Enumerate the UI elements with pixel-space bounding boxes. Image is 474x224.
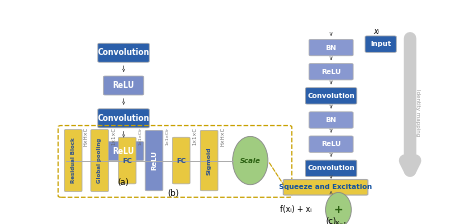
Text: Convolution: Convolution [307,165,355,171]
Text: Convolution: Convolution [98,114,150,123]
FancyBboxPatch shape [98,109,149,128]
Ellipse shape [233,136,268,185]
Text: BN: BN [326,117,337,123]
Text: xᵢ: xᵢ [373,27,379,36]
Text: f(xᵢ) + xᵢ: f(xᵢ) + xᵢ [281,205,312,214]
Text: ReLU: ReLU [321,141,341,147]
Text: Global pooling: Global pooling [97,138,102,183]
Text: 1×1×C/r: 1×1×C/r [165,127,170,144]
Text: BN: BN [326,45,337,51]
FancyBboxPatch shape [283,179,368,195]
Text: Input: Input [370,41,391,47]
FancyBboxPatch shape [309,136,353,152]
Text: 1×1×C: 1×1×C [192,127,198,145]
FancyBboxPatch shape [309,39,353,56]
Text: Identity mapping: Identity mapping [415,90,420,137]
Text: Convolution: Convolution [307,93,355,99]
Text: Squeeze and Excitation: Squeeze and Excitation [279,184,372,190]
FancyBboxPatch shape [309,112,353,128]
Text: (c): (c) [326,217,337,224]
FancyBboxPatch shape [103,142,144,161]
Text: FC: FC [176,157,186,164]
Text: FC: FC [122,157,132,164]
Text: Residual Block: Residual Block [71,138,76,183]
FancyBboxPatch shape [201,130,218,191]
FancyBboxPatch shape [305,160,357,177]
Text: (a): (a) [118,178,129,187]
Text: 1×1×C/r: 1×1×C/r [139,127,143,144]
FancyBboxPatch shape [305,88,357,104]
FancyBboxPatch shape [64,129,82,192]
Text: xᵢ₋₁: xᵢ₋₁ [334,220,346,224]
Text: +: + [334,205,343,215]
FancyBboxPatch shape [118,137,136,184]
FancyBboxPatch shape [365,36,396,52]
Text: 1×1×C: 1×1×C [111,127,116,145]
FancyBboxPatch shape [103,76,144,95]
Text: ReLU: ReLU [151,151,157,170]
Text: H×H×C: H×H×C [220,127,225,146]
FancyBboxPatch shape [173,137,190,184]
Text: ReLU: ReLU [321,69,341,75]
Text: (b): (b) [167,189,179,198]
Ellipse shape [326,192,351,224]
FancyBboxPatch shape [309,64,353,80]
FancyBboxPatch shape [91,129,109,192]
FancyBboxPatch shape [145,130,163,191]
Text: H×H×C: H×H×C [84,127,89,146]
Text: Scale: Scale [240,157,261,164]
Text: ReLU: ReLU [112,81,135,90]
Text: ReLU: ReLU [112,146,135,155]
Text: Sigmoid: Sigmoid [207,146,211,175]
Text: Convolution: Convolution [98,48,150,57]
FancyBboxPatch shape [98,43,149,62]
